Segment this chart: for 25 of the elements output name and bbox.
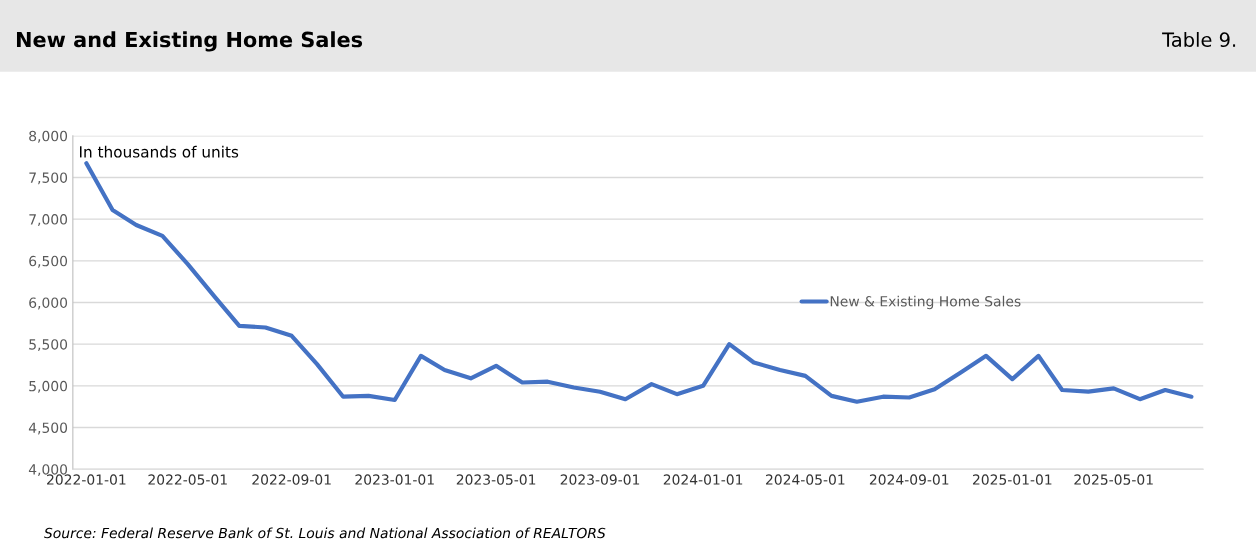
y-tick-label: 7,000	[29, 214, 68, 227]
line-series	[84, 161, 1194, 404]
x-tick-label: 2023-09-01	[560, 474, 640, 485]
y-tick-label: 8,000	[29, 130, 68, 143]
y-tick-label: 6,000	[29, 297, 68, 310]
x-tick-label: 2024-09-01	[869, 474, 949, 485]
legend-label: New & Existing Home Sales	[830, 295, 1021, 310]
y-tick-label: 7,500	[29, 172, 68, 185]
x-tick-label: 2024-05-01	[765, 474, 845, 485]
x-tick-label: 2023-05-01	[456, 474, 536, 485]
x-tick-label: 2025-01-01	[972, 474, 1052, 485]
y-tick-label: 5,000	[29, 380, 68, 393]
x-tick-label: 2024-01-01	[663, 474, 743, 485]
x-tick-label: 2022-09-01	[252, 474, 331, 485]
x-tick-label: 2023-01-01	[355, 474, 434, 485]
y-tick-label: 6,500	[29, 255, 68, 268]
x-tick-label: 2025-05-01	[1074, 474, 1153, 485]
source-note: Source: Federal Reserve Bank of St. Louis and National Association of REALTORS	[44, 527, 606, 539]
y-tick-label: 4,500	[28, 422, 68, 435]
chart-title: New and Existing Home Sales	[16, 31, 363, 52]
y-tick-label: 5,500	[29, 339, 68, 352]
x-tick-label: 2022-05-01	[148, 474, 227, 485]
chart-subtitle: Table 9.	[1162, 31, 1236, 48]
x-tick-label: 2022-01-01	[47, 474, 126, 485]
annotation: In thousands of units	[80, 145, 239, 158]
